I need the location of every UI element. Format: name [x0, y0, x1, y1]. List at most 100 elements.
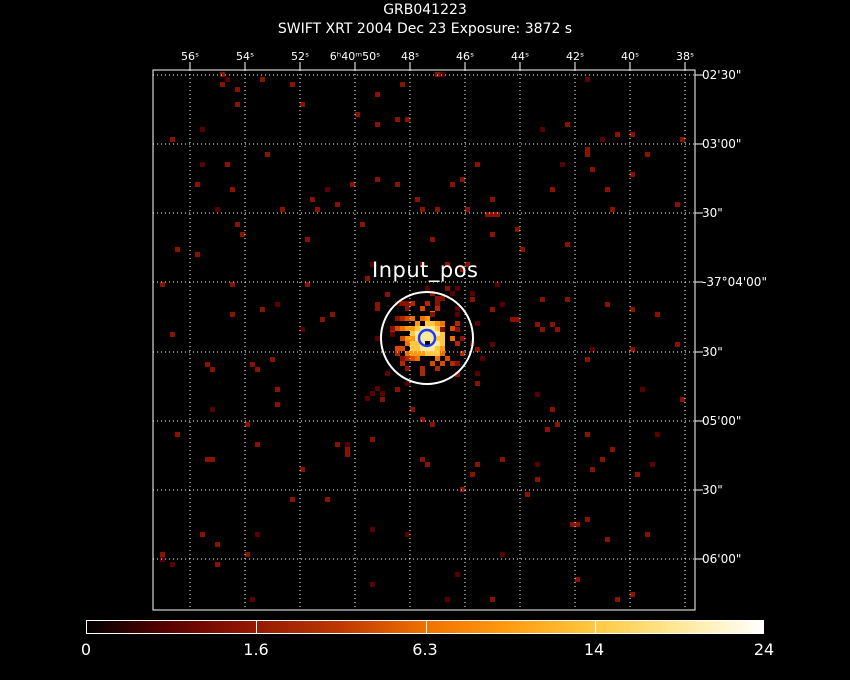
- ra-tick-label: 38ˢ: [675, 50, 695, 63]
- count-pixel: [640, 387, 645, 392]
- count-pixel: [460, 351, 465, 356]
- count-pixel: [275, 302, 280, 307]
- count-pixel: [410, 331, 415, 336]
- colorbar-label: 0: [80, 640, 92, 659]
- count-pixel: [575, 577, 580, 582]
- count-pixel: [405, 301, 410, 306]
- count-pixel: [400, 361, 405, 366]
- colorbar: [86, 620, 764, 634]
- count-pixel: [490, 197, 495, 202]
- count-pixel: [675, 342, 680, 347]
- count-pixel: [490, 212, 495, 217]
- count-pixel: [195, 182, 200, 187]
- count-pixel: [445, 262, 450, 267]
- count-pixel: [430, 346, 435, 351]
- dec-tick-label: 03'00": [702, 137, 742, 151]
- dec-tick-label: 30": [702, 206, 723, 220]
- count-pixel: [540, 327, 545, 332]
- count-pixel: [555, 327, 560, 332]
- count-pixel: [435, 207, 440, 212]
- colorbar-label: 14: [583, 640, 605, 659]
- count-pixel: [420, 346, 425, 351]
- count-pixel: [310, 197, 315, 202]
- count-pixel: [630, 347, 635, 352]
- count-pixel: [385, 371, 390, 376]
- error-circle: [380, 291, 474, 385]
- count-pixel: [600, 137, 605, 142]
- count-pixel: [370, 437, 375, 442]
- count-pixel: [455, 572, 460, 577]
- count-pixel: [170, 137, 175, 142]
- count-pixel: [550, 187, 555, 192]
- image-frame: [152, 69, 696, 611]
- count-pixel: [425, 321, 430, 326]
- image-subtitle: SWIFT XRT 2004 Dec 23 Exposure: 3872 s: [277, 21, 573, 37]
- count-pixel: [415, 346, 420, 351]
- count-pixel: [250, 597, 255, 602]
- count-pixel: [475, 371, 480, 376]
- count-pixel: [290, 82, 295, 87]
- count-pixel: [430, 361, 435, 366]
- count-pixel: [435, 331, 440, 336]
- count-pixel: [455, 341, 460, 346]
- count-pixel: [405, 351, 410, 356]
- ra-tick-label: 48ˢ: [400, 50, 420, 63]
- count-pixel: [245, 552, 250, 557]
- count-pixel: [450, 336, 455, 341]
- count-pixel: [270, 357, 275, 362]
- count-pixel: [345, 442, 350, 447]
- count-pixel: [375, 177, 380, 182]
- count-pixel: [415, 331, 420, 336]
- count-pixel: [405, 366, 410, 371]
- count-pixel: [585, 147, 590, 152]
- count-pixel: [215, 542, 220, 547]
- count-pixel: [435, 321, 440, 326]
- count-pixel: [455, 286, 460, 291]
- count-pixel: [415, 341, 420, 346]
- count-pixel: [460, 177, 465, 182]
- count-pixel: [420, 306, 425, 311]
- count-pixel: [405, 316, 410, 321]
- count-pixel: [490, 597, 495, 602]
- count-pixel: [490, 232, 495, 237]
- count-pixel: [415, 356, 420, 361]
- count-pixel: [560, 162, 565, 167]
- count-pixel: [430, 351, 435, 356]
- count-pixel: [400, 301, 405, 306]
- photon-counts: [160, 72, 685, 602]
- count-pixel: [435, 326, 440, 331]
- ra-tick-label: 42ˢ: [565, 50, 585, 63]
- ra-tick-label: 56ˢ: [180, 50, 200, 63]
- count-pixel: [425, 316, 430, 321]
- count-pixel: [440, 361, 445, 366]
- ra-tick-label: 46ˢ: [455, 50, 475, 63]
- count-pixel: [470, 297, 475, 302]
- count-pixel: [425, 286, 430, 291]
- count-pixel: [495, 212, 500, 217]
- count-pixel: [520, 247, 525, 252]
- count-pixel: [565, 122, 570, 127]
- count-pixel: [225, 162, 230, 167]
- count-pixel: [160, 557, 165, 562]
- count-pixel: [375, 306, 380, 311]
- count-pixel: [435, 366, 440, 371]
- count-pixel: [220, 82, 225, 87]
- count-pixel: [515, 227, 520, 232]
- count-pixel: [445, 597, 450, 602]
- count-pixel: [210, 367, 215, 372]
- count-pixel: [680, 137, 685, 142]
- count-pixel: [420, 371, 425, 376]
- count-pixel: [370, 582, 375, 587]
- count-pixel: [330, 312, 335, 317]
- count-pixel: [390, 326, 395, 331]
- count-pixel: [500, 302, 505, 307]
- count-pixel: [565, 297, 570, 302]
- count-pixel: [290, 497, 295, 502]
- count-pixel: [655, 432, 660, 437]
- count-pixel: [495, 282, 500, 287]
- source-label: Input_pos: [372, 258, 479, 282]
- count-pixel: [240, 232, 245, 237]
- count-pixel: [225, 77, 230, 82]
- count-pixel: [540, 127, 545, 132]
- count-pixel: [205, 362, 210, 367]
